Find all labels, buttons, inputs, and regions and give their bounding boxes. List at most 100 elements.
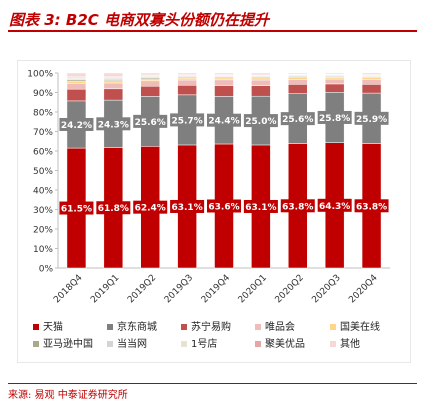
- y-tick-label: 70%: [33, 128, 53, 138]
- y-tick-label: 100%: [27, 70, 53, 80]
- figure-title: 图表 3: B2C 电商双寡头份额仍在提升: [9, 11, 269, 29]
- legend-swatch: [107, 341, 113, 347]
- x-tick-label: 2019Q1: [89, 273, 121, 305]
- bar-segment: [214, 85, 234, 97]
- data-label: 63.6%: [208, 202, 239, 212]
- data-label: 24.2%: [61, 121, 92, 131]
- legend-swatch: [181, 341, 187, 347]
- data-label: 62.4%: [135, 204, 166, 214]
- data-label: 63.8%: [282, 202, 313, 212]
- x-tick-label: 2018Q4: [52, 273, 85, 306]
- data-label: 61.5%: [61, 205, 92, 215]
- data-label-bg: [243, 114, 278, 128]
- legend-label: 聚美优品: [265, 337, 305, 350]
- data-label: 63.8%: [356, 202, 387, 212]
- data-label: 63.1%: [171, 203, 202, 213]
- data-label-bg: [170, 199, 205, 213]
- bar-segment: [288, 72, 308, 75]
- bar-segment: [177, 79, 197, 86]
- legend-swatch: [330, 324, 336, 330]
- legend-label: 京东商城: [117, 320, 157, 333]
- bar-segment: [66, 80, 87, 84]
- data-label-bg: [133, 200, 168, 214]
- legend-swatch: [255, 341, 261, 347]
- legend-swatch: [33, 341, 39, 347]
- legend-label: 苏宁易购: [191, 320, 231, 333]
- bar-segment: [140, 86, 160, 97]
- bar-segment: [251, 79, 271, 86]
- bar-segment: [214, 72, 234, 75]
- data-label-bg: [59, 117, 94, 131]
- legend-label: 当当网: [117, 337, 147, 350]
- legend-label: 1号店: [191, 337, 217, 350]
- data-label-bg: [354, 111, 389, 125]
- data-label-bg: [207, 199, 241, 213]
- data-label: 63.1%: [245, 203, 276, 213]
- source-note: 来源: 易观 中泰证券研究所: [8, 390, 128, 401]
- x-tick-label: 2020Q3: [310, 273, 342, 305]
- legend-swatch: [33, 324, 39, 330]
- title-divider: [8, 30, 417, 32]
- legend-label: 国美在线: [340, 320, 380, 333]
- data-label: 61.8%: [98, 204, 129, 214]
- bar-segment: [288, 84, 308, 94]
- bar-segment: [177, 77, 197, 81]
- bar-segment: [361, 84, 382, 94]
- data-label-bg: [96, 201, 131, 215]
- data-label: 25.9%: [356, 115, 387, 125]
- data-label-bg: [317, 110, 352, 124]
- bar-segment: [361, 77, 382, 80]
- bar-segment: [288, 77, 308, 80]
- bar-segment: [324, 78, 345, 85]
- legend-label: 天猫: [43, 320, 63, 333]
- stacked-bar-chart: 0% 10% 20% 30% 40% 50% 60% 70% 80% 90% 100% 61.5% 24…: [27, 70, 390, 350]
- y-tick-label: 50%: [33, 167, 53, 177]
- data-label-bg: [280, 199, 315, 213]
- y-tick-label: 0%: [39, 265, 54, 275]
- bar-segment: [66, 83, 87, 90]
- bar-segment: [251, 85, 271, 97]
- bar-segment: [361, 79, 382, 85]
- x-tick-label: 2019Q4: [200, 273, 233, 306]
- bar-segment: [177, 85, 197, 96]
- y-tick-label: 90%: [33, 89, 53, 99]
- y-tick-label: 80%: [33, 109, 53, 119]
- data-label: 25.7%: [171, 116, 202, 126]
- legend-swatch: [330, 341, 336, 347]
- legend-label: 其他: [340, 337, 360, 350]
- bar-segment: [177, 72, 197, 75]
- bar-segment: [324, 72, 345, 75]
- bar-segment: [324, 83, 345, 93]
- bar-segment: [251, 72, 271, 75]
- data-label: 25.8%: [319, 114, 350, 124]
- legend-label: 唯品会: [265, 320, 295, 333]
- data-label: 64.3%: [319, 202, 350, 212]
- bar-segment: [103, 88, 124, 101]
- bar-segment: [66, 88, 87, 102]
- legend-label: 亚马逊中国: [43, 337, 93, 350]
- data-label: 25.6%: [282, 115, 313, 125]
- legend-swatch: [255, 324, 261, 330]
- y-tick-label: 40%: [33, 187, 53, 197]
- y-tick-label: 20%: [33, 226, 53, 236]
- bar-segment: [288, 79, 308, 85]
- y-tick-label: 60%: [33, 148, 53, 158]
- data-label-bg: [354, 199, 389, 213]
- x-tick-label: 2019Q2: [126, 273, 158, 305]
- y-tick-label: 30%: [33, 206, 53, 216]
- bar-segment: [251, 77, 271, 81]
- data-label: 24.4%: [208, 117, 239, 127]
- y-tick-label: 10%: [33, 245, 53, 255]
- data-label: 25.0%: [245, 117, 276, 127]
- data-label-bg: [96, 117, 131, 131]
- bar-segment: [103, 80, 124, 84]
- data-label-bg: [170, 113, 205, 127]
- bar-segment: [140, 78, 160, 82]
- data-label-bg: [317, 198, 352, 212]
- bar-segment: [103, 82, 124, 90]
- bar-segment: [214, 79, 234, 86]
- bar-segment: [324, 77, 345, 80]
- bar-segment: [103, 72, 124, 77]
- legend-swatch: [181, 324, 187, 330]
- data-label-bg: [207, 113, 241, 127]
